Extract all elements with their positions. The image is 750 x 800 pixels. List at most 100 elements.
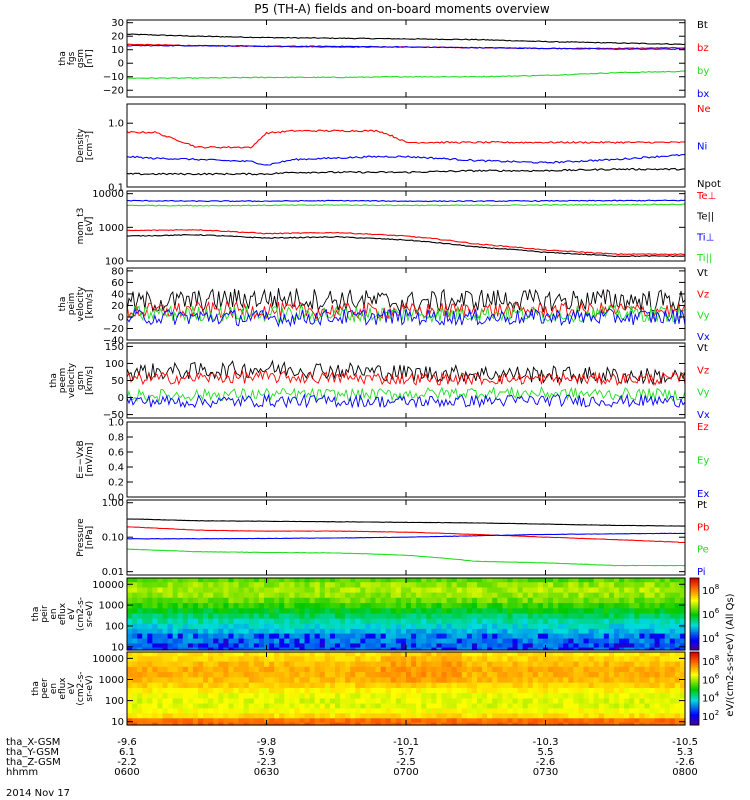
heatmap-cell (416, 607, 422, 614)
heatmap-cell (228, 602, 235, 609)
heatmap-cell (162, 578, 169, 583)
heatmap-cell (619, 655, 625, 662)
heatmap-cell (385, 612, 392, 619)
heatmap-cell (644, 676, 651, 683)
heatmap-cell (482, 676, 488, 683)
heatmap-cell (674, 612, 681, 619)
series-line-black (126, 167, 686, 176)
heatmap-cell (593, 581, 600, 588)
heatmap-cell (365, 586, 372, 593)
heatmap-cell (639, 581, 646, 588)
heatmap-cell (573, 623, 580, 629)
heatmap-cell (157, 581, 164, 588)
heatmap-cell (299, 682, 306, 688)
heatmap-cell (147, 581, 153, 588)
colorbar-segment (690, 641, 699, 644)
heatmap-cell (421, 646, 427, 651)
heatmap-cell (370, 607, 377, 614)
heatmap-cell (537, 642, 544, 648)
colorbar-tick-exponent: 4 (715, 691, 720, 699)
heatmap-cell (416, 581, 422, 588)
heatmap-cell (527, 671, 534, 678)
heatmap-cell (390, 612, 397, 619)
heatmap-cell (416, 633, 422, 639)
heatmap-cell (649, 717, 656, 723)
heatmap-cell (679, 592, 686, 598)
heatmap-cell (431, 628, 438, 634)
heatmap-cell (233, 581, 240, 588)
heatmap-cell (243, 618, 250, 624)
heatmap-cell (421, 586, 427, 593)
heatmap-cell (329, 607, 336, 614)
heatmap-cell (416, 597, 422, 604)
heatmap-cell (390, 646, 397, 651)
heatmap-cell (482, 712, 488, 719)
heatmap-cell (147, 612, 153, 619)
heatmap-cell (634, 646, 640, 651)
heatmap-cell (619, 597, 625, 604)
heatmap-cell (634, 676, 640, 683)
heatmap-cell (537, 676, 544, 683)
heatmap-cell (416, 721, 422, 726)
heatmap-cell (223, 671, 230, 678)
heatmap-cell (208, 612, 214, 619)
heatmap-cell (340, 578, 346, 583)
y-axis-label: tha (58, 51, 68, 66)
y-tick-label: 1.0 (108, 119, 124, 130)
heatmap-cell (446, 682, 453, 688)
heatmap-cell (482, 623, 488, 629)
heatmap-cell (517, 618, 524, 624)
heatmap-cell (441, 702, 448, 709)
heatmap-cell (228, 633, 235, 639)
heatmap-cell (182, 618, 189, 624)
heatmap-cell (487, 661, 493, 667)
heatmap-cell (568, 581, 574, 588)
heatmap-cell (385, 607, 392, 614)
heatmap-cell (416, 697, 422, 704)
heatmap-cell (177, 586, 184, 593)
heatmap-cell (654, 623, 661, 629)
heatmap-cell (512, 717, 519, 723)
heatmap-cell (466, 592, 473, 598)
heatmap-cell (162, 692, 169, 699)
heatmap-cell (654, 597, 661, 604)
heatmap-cell (436, 652, 443, 657)
heatmap-cell (441, 628, 448, 634)
heatmap-cell (532, 652, 539, 657)
heatmap-cell (649, 633, 656, 639)
heatmap-cell (284, 692, 290, 699)
heatmap-cell (380, 682, 387, 688)
heatmap-cell (659, 623, 666, 629)
heatmap-cell (395, 652, 402, 657)
heatmap-cell (517, 661, 524, 667)
heatmap-cell (157, 642, 164, 648)
heatmap-cell (542, 666, 549, 673)
heatmap-cell (324, 607, 331, 614)
heatmap-cell (248, 717, 255, 723)
heatmap-cell (350, 581, 356, 588)
heatmap-cell (132, 666, 138, 673)
heatmap-cell (436, 618, 443, 624)
heatmap-cell (390, 652, 397, 657)
heatmap-cell (629, 628, 635, 634)
heatmap-cell (350, 666, 356, 673)
heatmap-cell (324, 578, 331, 583)
heatmap-cell (198, 692, 204, 699)
heatmap-cell (563, 633, 569, 639)
heatmap-cell (674, 607, 681, 614)
heatmap-cell (573, 682, 580, 688)
heatmap-cell (365, 717, 372, 723)
heatmap-cell (324, 628, 331, 634)
heatmap-cell (375, 712, 382, 719)
legend-entry: Vz (697, 365, 709, 376)
y-tick-label: 10000 (92, 189, 124, 200)
heatmap-cell (451, 692, 458, 699)
heatmap-cell (238, 646, 245, 651)
heatmap-cell (644, 687, 651, 694)
heatmap-cell (563, 628, 569, 634)
heatmap-cell (466, 607, 473, 614)
heatmap-cell (624, 581, 630, 588)
heatmap-cell (187, 628, 194, 634)
heatmap-cell (314, 642, 321, 648)
heatmap-cell (258, 586, 265, 593)
